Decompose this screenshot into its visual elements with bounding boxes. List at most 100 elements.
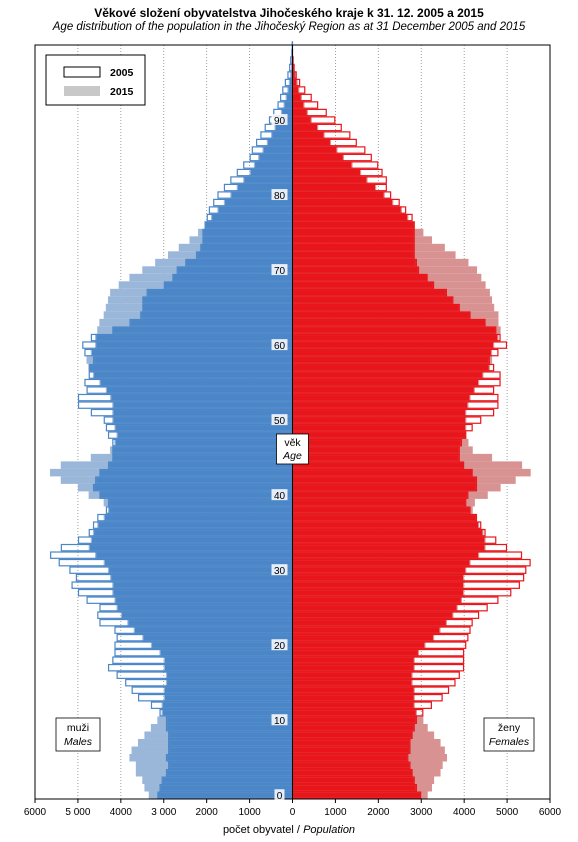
bar-male-overlap bbox=[113, 447, 293, 453]
bar-female-overlap bbox=[292, 124, 318, 131]
bar-female-overlap bbox=[292, 567, 466, 573]
bar-male-overlap bbox=[96, 335, 293, 341]
age-tick-bg bbox=[271, 339, 288, 351]
bar-male-overlap bbox=[160, 650, 293, 656]
bar-female-overlap bbox=[292, 455, 459, 461]
bar-female-overlap bbox=[292, 725, 414, 731]
age-tick-label: 50 bbox=[274, 416, 286, 427]
age-tick-label: 40 bbox=[274, 491, 286, 502]
bar-male-overlap bbox=[203, 230, 293, 236]
bar-male-overlap bbox=[94, 372, 293, 378]
males-label-box bbox=[55, 717, 101, 752]
x-axis-title-en: Population bbox=[303, 824, 356, 836]
bar-male-overlap bbox=[104, 560, 293, 566]
bar-female-overlap bbox=[292, 282, 433, 288]
bar-male-overlap bbox=[164, 282, 293, 288]
bar-female-overlap bbox=[292, 650, 418, 656]
bar-female-overlap bbox=[292, 230, 414, 236]
x-tick-label: 4000 bbox=[110, 807, 133, 818]
bar-male-overlap bbox=[130, 320, 293, 326]
bar-female-overlap bbox=[292, 169, 360, 176]
bar-male-overlap bbox=[111, 395, 293, 401]
bar-male-overlap bbox=[96, 342, 293, 348]
age-tick-bg bbox=[271, 489, 288, 501]
x-tick-label: 1000 bbox=[238, 807, 261, 818]
bar-female-overlap bbox=[292, 755, 408, 761]
bar-female-overlap bbox=[292, 147, 337, 153]
bar-male-overlap bbox=[162, 710, 293, 716]
bar-female-overlap bbox=[292, 545, 485, 551]
bar-male-overlap bbox=[152, 642, 293, 648]
bar-female-overlap bbox=[292, 597, 461, 603]
bar-male-overlap bbox=[288, 87, 293, 93]
bar-male-overlap bbox=[284, 102, 293, 108]
x-tick-label: 5 000 bbox=[65, 807, 90, 818]
bar-female-overlap bbox=[292, 275, 427, 281]
bar-female-overlap bbox=[292, 582, 463, 588]
bar-female-overlap bbox=[292, 184, 375, 191]
legend-box bbox=[45, 54, 146, 106]
chart-subtitle: Age distribution of the population in th… bbox=[52, 21, 526, 33]
bar-female-overlap bbox=[292, 470, 472, 476]
bar-male-overlap bbox=[197, 252, 293, 258]
age-tick-label: 10 bbox=[274, 716, 286, 727]
age-tick-label: 0 bbox=[277, 791, 283, 802]
bar-male-overlap bbox=[162, 702, 293, 708]
bar-male-overlap bbox=[286, 94, 293, 101]
bar-male-overlap bbox=[100, 380, 293, 386]
age-tick-label: 30 bbox=[274, 566, 286, 577]
bar-male-overlap bbox=[143, 297, 293, 303]
bar-male-overlap bbox=[186, 260, 293, 266]
x-axis-title-cz: počet obyvatel / bbox=[222, 824, 300, 836]
bar-female-overlap bbox=[292, 350, 491, 356]
males-label-cz: muži bbox=[67, 722, 89, 734]
bar-male-overlap bbox=[164, 695, 293, 701]
bar-male-overlap bbox=[162, 777, 293, 783]
bar-female-overlap bbox=[292, 762, 410, 768]
bar-female-overlap bbox=[292, 537, 485, 543]
bar-male-overlap bbox=[113, 410, 293, 416]
bar-male-overlap bbox=[89, 365, 293, 371]
bar-female-overlap bbox=[292, 290, 446, 296]
bar-female-overlap bbox=[292, 672, 412, 678]
bar-male-overlap bbox=[96, 552, 293, 558]
bar-female-overlap bbox=[292, 79, 297, 86]
bar-female-overlap bbox=[292, 440, 461, 446]
bar-female-overlap bbox=[292, 245, 414, 251]
bar-male-overlap bbox=[169, 762, 293, 768]
bar-female-overlap bbox=[292, 680, 412, 686]
x-tick-label: 6000 bbox=[539, 807, 562, 818]
bar-male-overlap bbox=[267, 139, 293, 146]
bar-male-overlap bbox=[290, 79, 293, 86]
bar-male-overlap bbox=[167, 770, 293, 776]
bar-female-overlap bbox=[292, 507, 470, 513]
bar-male-overlap bbox=[164, 657, 293, 663]
bar-female-overlap bbox=[292, 252, 414, 258]
bar-male-overlap bbox=[100, 470, 293, 476]
bar-female-overlap bbox=[292, 410, 466, 416]
bar-female-overlap bbox=[292, 132, 324, 138]
bar-female-overlap bbox=[292, 200, 393, 206]
bar-female-overlap bbox=[292, 627, 440, 633]
bar-female-overlap bbox=[292, 665, 414, 671]
bar-female-overlap bbox=[292, 312, 470, 318]
bar-female-overlap bbox=[292, 305, 459, 311]
bar-female-overlap bbox=[292, 590, 463, 596]
bar-female-overlap bbox=[292, 687, 414, 693]
bar-male-overlap bbox=[160, 785, 293, 791]
bar-male-overlap bbox=[113, 590, 293, 596]
bar-female-overlap bbox=[292, 792, 421, 798]
bar-female-overlap bbox=[292, 94, 301, 101]
bar-female-overlap bbox=[292, 500, 466, 506]
bar-female-overlap bbox=[292, 485, 476, 491]
age-tick-label: 70 bbox=[274, 266, 286, 277]
bar-female-overlap bbox=[292, 417, 466, 423]
bar-male-overlap bbox=[167, 717, 293, 723]
bar-male-overlap bbox=[109, 500, 293, 506]
age-tick-bg bbox=[271, 264, 288, 276]
bar-female-overlap bbox=[292, 605, 457, 611]
bar-male-overlap bbox=[173, 275, 293, 281]
bar-female-overlap bbox=[292, 162, 352, 168]
bar-female-overlap bbox=[292, 522, 478, 528]
bar-male-overlap bbox=[291, 72, 293, 78]
